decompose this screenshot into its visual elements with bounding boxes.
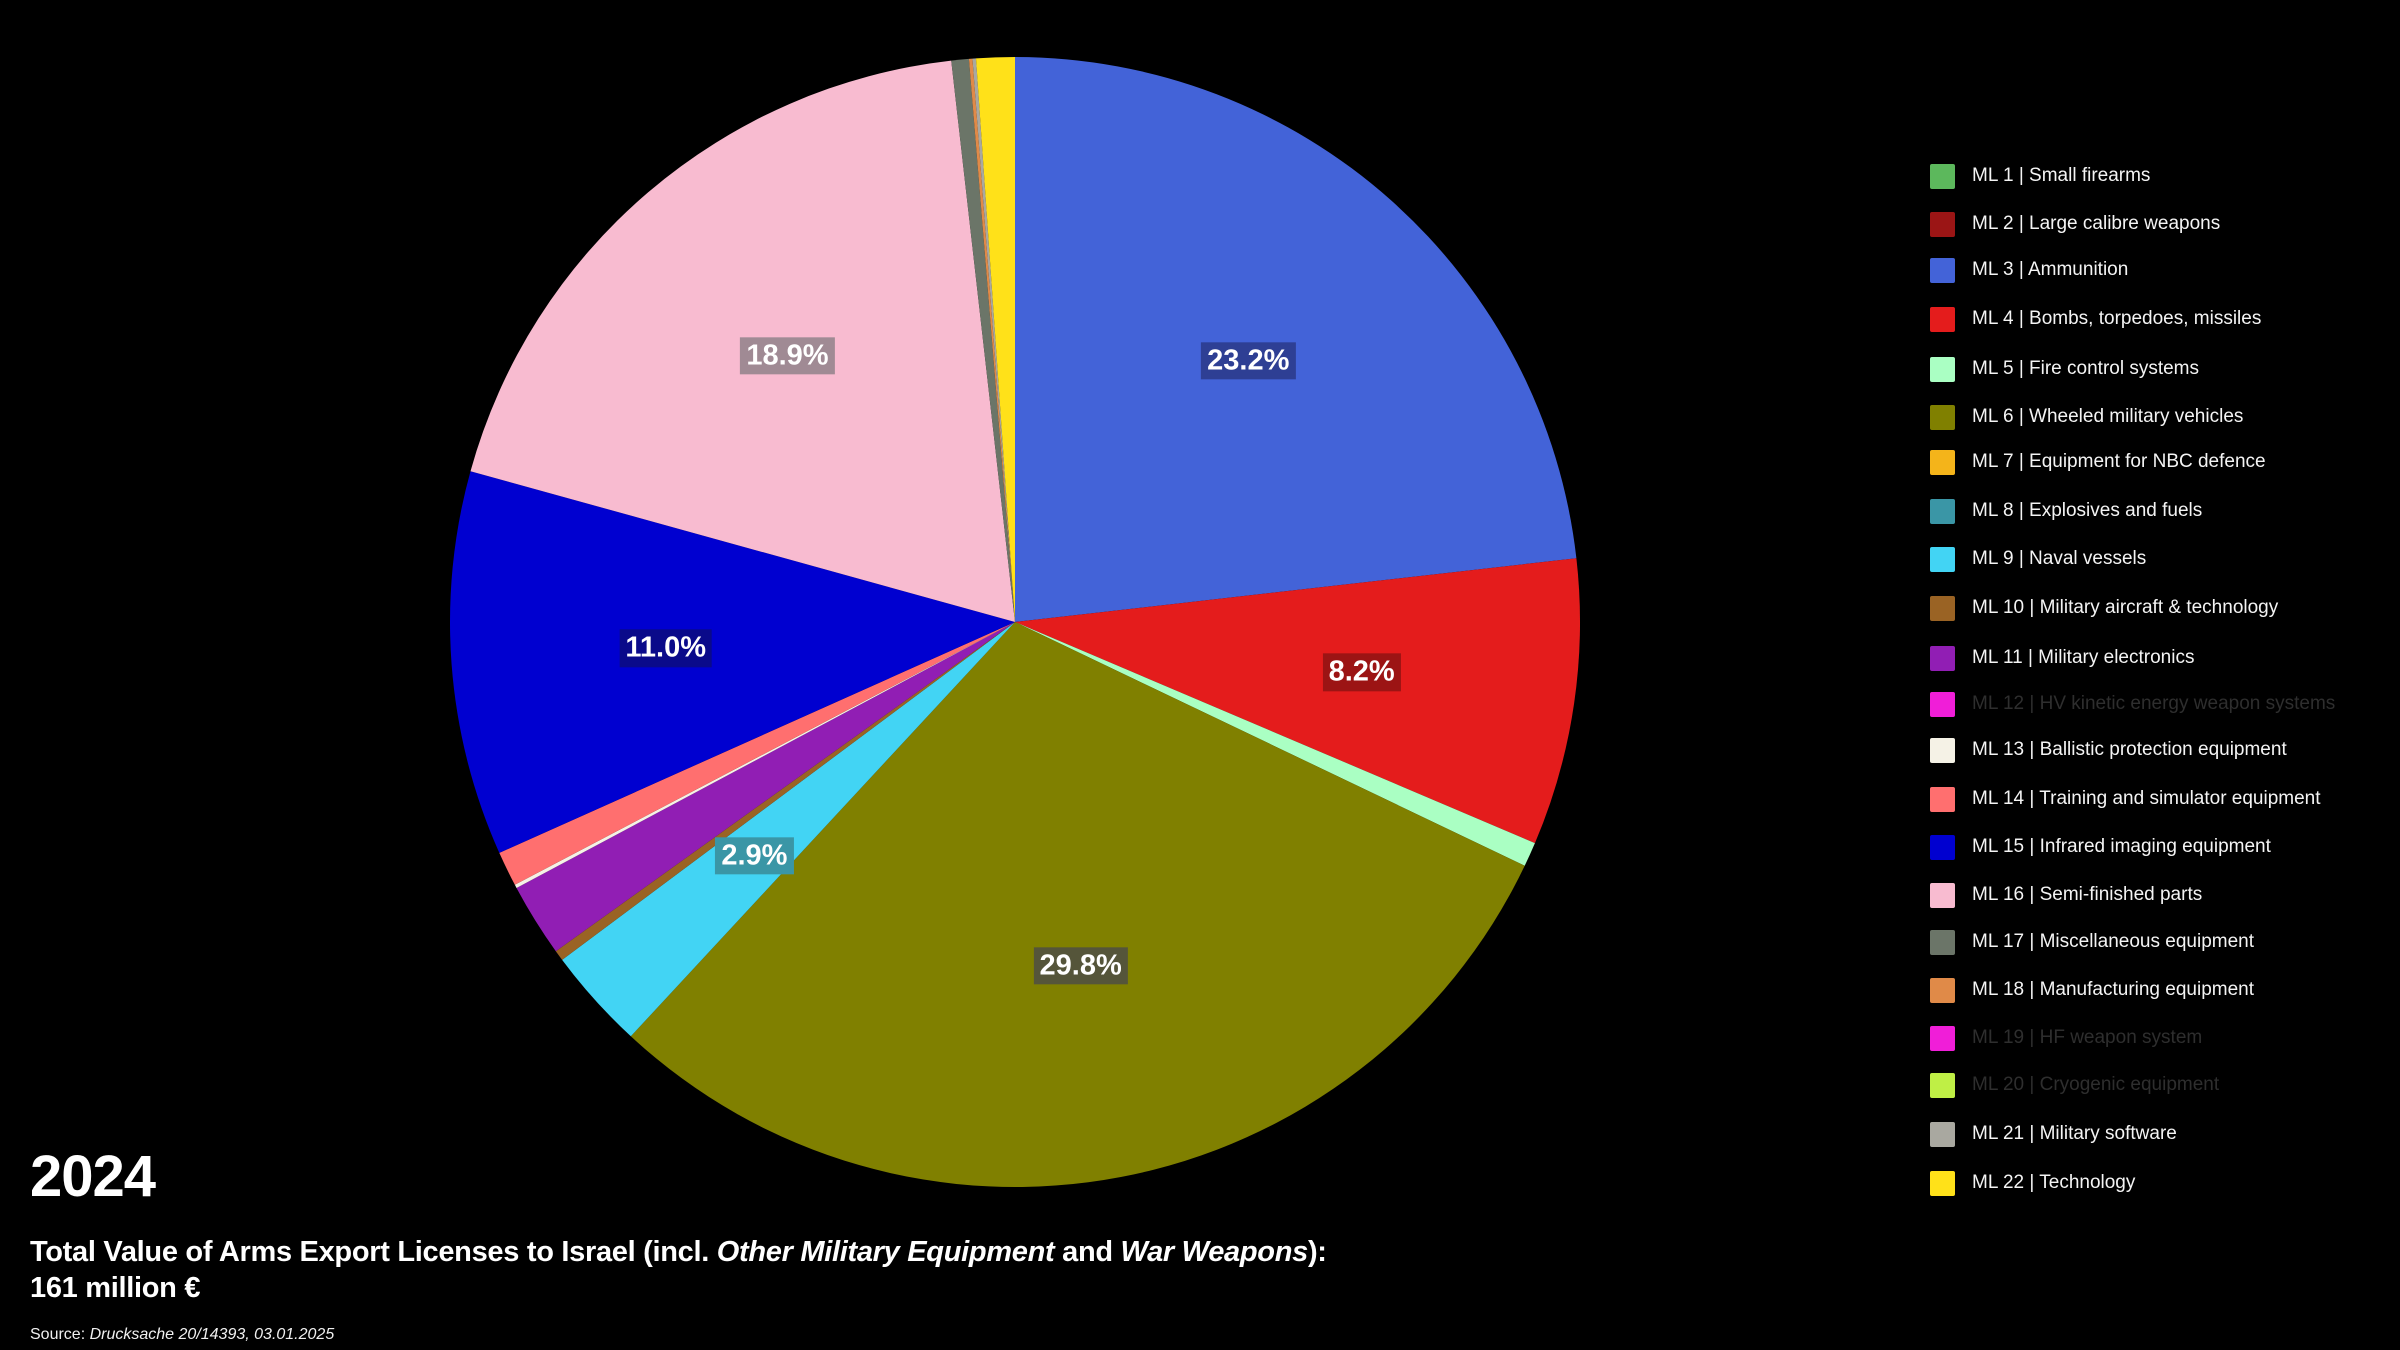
legend-label: ML 2 | Large calibre weapons — [1972, 213, 2221, 234]
legend-label: ML 6 | Wheeled military vehicles — [1972, 406, 2244, 427]
pie-slice-ml11 — [516, 622, 1015, 952]
pie-label-ml16: 18.9% — [740, 336, 835, 375]
legend-swatch — [1930, 1025, 1955, 1051]
pie-label-ml15: 11.0% — [619, 629, 713, 668]
legend-item: ML 1 | Small firearms — [1930, 163, 2150, 189]
legend-label: ML 11 | Military electronics — [1972, 647, 2195, 668]
chart-title: Total Value of Arms Export Licenses to I… — [30, 1234, 1327, 1306]
legend-swatch — [1930, 786, 1955, 812]
title-text: ): — [1307, 1236, 1327, 1268]
pie-slice-ml5 — [1015, 622, 1535, 866]
pie-slice-ml13 — [514, 622, 1015, 888]
legend-item: ML 15 | Infrared imaging equipment — [1930, 834, 2271, 860]
legend-item: ML 4 | Bombs, torpedoes, missiles — [1930, 306, 2261, 332]
legend-item: ML 3 | Ammunition — [1930, 257, 2128, 283]
legend-swatch — [1930, 356, 1955, 382]
legend-label: ML 3 | Ammunition — [1972, 259, 2129, 280]
legend-swatch — [1930, 257, 1955, 283]
legend-item: ML 17 | Miscellaneous equipment — [1930, 929, 2254, 955]
source-citation: Drucksache 20/14393, 03.01.2025 — [89, 1326, 335, 1343]
title-italic-other-military-equipment: Other Military Equipment — [716, 1236, 1055, 1268]
legend-swatch — [1930, 163, 1955, 189]
legend-label: ML 5 | Fire control systems — [1972, 358, 2200, 379]
pie-slice-ml21 — [972, 58, 1015, 622]
legend-swatch — [1930, 737, 1955, 763]
legend-item: ML 21 | Military software — [1930, 1121, 2177, 1147]
legend-item: ML 16 | Semi-finished parts — [1930, 882, 2202, 908]
legend-swatch — [1930, 449, 1955, 475]
legend-item: ML 13 | Ballistic protection equipment — [1930, 737, 2287, 763]
chart-source: Source: Drucksache 20/14393, 03.01.2025 — [30, 1326, 1327, 1344]
chart-footer: 2024 Total Value of Arms Export Licenses… — [30, 1148, 1327, 1344]
pie-slice-ml15 — [450, 471, 1015, 853]
legend-swatch — [1930, 1121, 1955, 1147]
legend-label: ML 14 | Training and simulator equipment — [1972, 788, 2321, 809]
legend-label: ML 21 | Military software — [1972, 1123, 2177, 1144]
legend-label: ML 7 | Equipment for NBC defence — [1972, 451, 2266, 472]
legend-label: ML 9 | Naval vessels — [1972, 548, 2147, 569]
title-text: and — [1054, 1236, 1121, 1268]
pie-label-ml4: 8.2% — [1322, 653, 1401, 692]
legend-swatch — [1930, 546, 1955, 572]
legend-swatch — [1930, 834, 1955, 860]
pie-slice-ml6 — [630, 622, 1525, 1187]
legend-label: ML 15 | Infrared imaging equipment — [1972, 836, 2271, 857]
legend-label: ML 8 | Explosives and fuels — [1972, 500, 2203, 521]
pie-slice-ml4 — [1015, 558, 1580, 844]
legend-label: ML 16 | Semi-finished parts — [1972, 884, 2203, 905]
title-italic-war-weapons: War Weapons — [1120, 1236, 1309, 1268]
chart-total: 161 million € — [30, 1272, 201, 1304]
legend-label: ML 1 | Small firearms — [1972, 165, 2151, 186]
legend-label: ML 18 | Manufacturing equipment — [1972, 979, 2255, 1000]
legend-item: ML 9 | Naval vessels — [1930, 546, 2146, 572]
chart-year: 2024 — [30, 1144, 156, 1209]
pie-slice-ml9 — [562, 622, 1015, 1037]
pie-label-ml3: 23.2% — [1201, 342, 1296, 380]
legend-item: ML 2 | Large calibre weapons — [1930, 211, 2220, 237]
legend-item: ML 8 | Explosives and fuels — [1930, 498, 2202, 524]
legend-label: ML 10 | Military aircraft & technology — [1972, 597, 2279, 618]
legend-label: ML 13 | Ballistic protection equipment — [1972, 739, 2287, 760]
legend-item: ML 10 | Military aircraft & technology — [1930, 595, 2278, 621]
pie-slice-ml3 — [1015, 57, 1577, 622]
legend-item: ML 14 | Training and simulator equipment — [1930, 786, 2321, 812]
legend-swatch — [1930, 977, 1955, 1003]
pie-slice-ml14 — [499, 622, 1016, 885]
legend-swatch — [1930, 595, 1955, 621]
legend-swatch — [1930, 404, 1955, 430]
legend-swatch — [1930, 498, 1955, 524]
legend-swatch — [1930, 691, 1955, 717]
legend-swatch — [1930, 882, 1955, 908]
legend-item: ML 18 | Manufacturing equipment — [1930, 977, 2254, 1003]
legend-label: ML 19 | HF weapon system — [1972, 1027, 2203, 1048]
legend-label: ML 22 | Technology — [1972, 1172, 2136, 1193]
pie-slice-ml22 — [975, 57, 1015, 622]
pie-slice-ml10 — [555, 622, 1015, 960]
legend-swatch — [1930, 929, 1955, 955]
legend-swatch — [1930, 211, 1955, 237]
pie-label-ml9: 2.9% — [715, 837, 794, 875]
legend-item: ML 12 | HV kinetic energy weapon systems — [1930, 691, 2335, 717]
legend-item: ML 5 | Fire control systems — [1930, 356, 2199, 382]
pie-label-ml6: 29.8% — [1033, 947, 1128, 985]
legend-swatch — [1930, 1072, 1955, 1098]
title-text: Total Value of Arms Export Licenses to I… — [30, 1236, 717, 1268]
legend-swatch — [1930, 645, 1955, 671]
pie-slice-ml17 — [951, 58, 1015, 623]
legend-swatch — [1930, 306, 1955, 332]
source-prefix: Source: — [30, 1326, 90, 1343]
legend-item: ML 6 | Wheeled military vehicles — [1930, 404, 2243, 430]
legend-swatch — [1930, 1170, 1955, 1196]
legend-item: ML 22 | Technology — [1930, 1170, 2135, 1196]
legend-item: ML 11 | Military electronics — [1930, 645, 2194, 671]
legend-item: ML 19 | HF weapon system — [1930, 1025, 2202, 1051]
legend-label: ML 4 | Bombs, torpedoes, missiles — [1972, 308, 2262, 329]
legend-label: ML 17 | Miscellaneous equipment — [1972, 931, 2254, 952]
legend-label: ML 20 | Cryogenic equipment — [1972, 1074, 2220, 1095]
legend-label: ML 12 | HV kinetic energy weapon systems — [1972, 693, 2336, 714]
legend-item: ML 7 | Equipment for NBC defence — [1930, 449, 2266, 475]
pie-slice-ml18 — [968, 58, 1015, 622]
legend-item: ML 20 | Cryogenic equipment — [1930, 1072, 2219, 1098]
